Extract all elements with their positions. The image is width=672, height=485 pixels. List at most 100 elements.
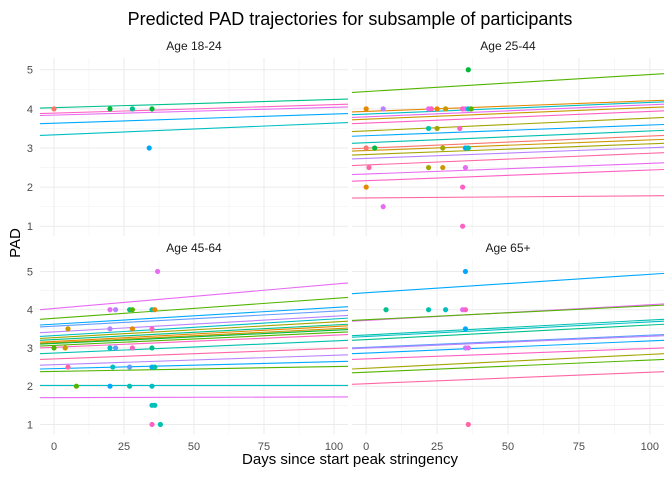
data-point — [129, 106, 135, 112]
facet-label: Age 18-24 — [166, 39, 222, 53]
chart-title: Predicted PAD trajectories for subsample… — [128, 9, 573, 29]
x-tick-label: 25 — [431, 441, 443, 453]
trajectory-line — [351, 323, 665, 341]
data-point — [443, 106, 449, 112]
trajectory-line — [351, 110, 665, 125]
facet-panel: Age 65+ 0 25 50 75 100 — [351, 241, 665, 453]
data-point — [51, 106, 57, 112]
trajectory-line — [39, 327, 349, 344]
trajectory-line — [351, 318, 665, 337]
data-point — [460, 223, 466, 229]
facet-panel: Age 18-24 1 2 3 4 5 — [27, 39, 349, 236]
data-point — [73, 383, 79, 389]
data-point — [462, 326, 469, 332]
x-tick-label: 100 — [325, 441, 343, 453]
trajectory-line — [39, 103, 349, 115]
trajectory-line — [39, 329, 349, 345]
data-point — [443, 307, 449, 313]
y-tick-label: 2 — [27, 381, 33, 393]
data-point — [127, 383, 133, 389]
data-point — [440, 164, 446, 171]
data-point — [152, 402, 158, 408]
data-point — [440, 145, 446, 151]
trajectory-line — [351, 195, 665, 199]
trajectory-line — [351, 146, 665, 160]
data-point — [62, 345, 68, 351]
data-point — [366, 164, 372, 171]
data-point — [149, 383, 155, 389]
y-tick-label: 1 — [27, 221, 33, 233]
trajectory-line — [39, 306, 349, 326]
x-tick-label: 0 — [363, 441, 369, 453]
trajectory-line — [351, 99, 665, 113]
data-point — [110, 364, 116, 370]
trajectory-line — [39, 106, 349, 117]
data-point — [363, 106, 369, 112]
trajectory-line — [351, 138, 665, 152]
data-point — [425, 307, 432, 313]
trajectory-line — [351, 353, 665, 370]
trajectory-line — [39, 339, 349, 355]
data-point — [363, 145, 369, 151]
data-point — [157, 421, 163, 428]
data-point — [465, 67, 471, 73]
x-tick-label: 75 — [573, 441, 585, 453]
data-point — [457, 125, 463, 132]
data-point — [152, 364, 158, 370]
trajectory-line — [351, 334, 665, 349]
trajectory-line — [39, 347, 349, 360]
trajectory-line — [351, 129, 665, 144]
data-point — [425, 125, 432, 132]
trajectory-line — [351, 152, 665, 167]
x-tick-label: 100 — [641, 441, 659, 453]
data-point — [51, 345, 57, 351]
y-tick-label: 4 — [27, 104, 33, 116]
data-point — [149, 421, 155, 428]
data-point — [113, 345, 119, 351]
data-point — [383, 307, 389, 313]
data-point — [155, 268, 161, 275]
x-tick-label: 75 — [258, 441, 270, 453]
data-point — [428, 106, 435, 112]
trajectory-line — [39, 334, 349, 349]
trajectory-line — [39, 113, 349, 125]
data-point — [425, 164, 432, 171]
data-point — [434, 125, 440, 132]
trajectory-line — [39, 296, 349, 320]
trajectory-line — [351, 320, 665, 338]
data-point — [465, 421, 471, 428]
trajectory-line — [351, 116, 665, 133]
trajectory-line — [351, 106, 665, 121]
trajectory-line — [39, 354, 349, 366]
data-point — [465, 345, 471, 351]
data-point — [129, 307, 135, 313]
data-point — [146, 145, 152, 151]
trajectory-line — [39, 282, 349, 311]
trajectory-line — [39, 325, 349, 343]
y-tick-label: 5 — [27, 266, 33, 278]
x-tick-label: 0 — [51, 441, 57, 453]
trajectory-line — [351, 339, 665, 355]
data-point — [107, 326, 113, 332]
data-point — [462, 268, 469, 275]
y-tick-label: 3 — [27, 343, 33, 355]
trajectory-line — [39, 314, 349, 334]
data-point — [372, 145, 378, 151]
data-point — [107, 307, 113, 313]
data-point — [465, 145, 471, 151]
data-point — [462, 307, 469, 313]
trajectory-line — [39, 331, 349, 347]
data-point — [113, 307, 119, 313]
data-point — [129, 345, 135, 351]
trajectory-line — [351, 142, 665, 156]
data-point — [380, 204, 386, 210]
trajectory-line — [39, 365, 349, 373]
data-point — [460, 184, 466, 190]
trajectory-line — [351, 101, 665, 116]
trajectory-line — [39, 396, 349, 399]
trajectory-line — [351, 304, 665, 321]
facet-label: Age 65+ — [485, 241, 530, 255]
